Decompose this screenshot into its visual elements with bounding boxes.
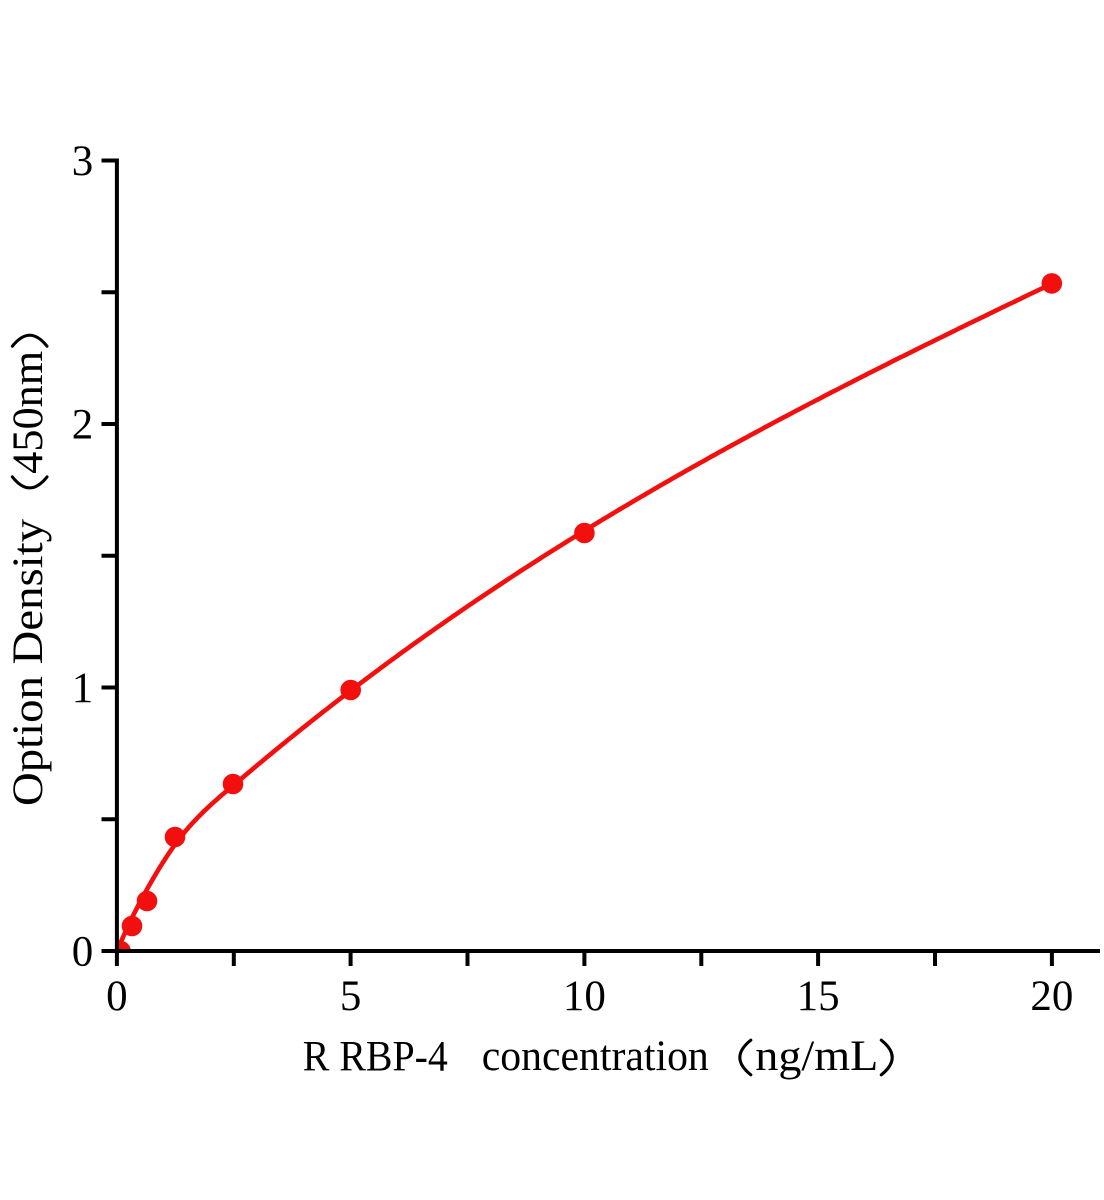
svg-text:15: 15 — [797, 973, 840, 1020]
svg-text:20: 20 — [1030, 973, 1073, 1020]
svg-text:R RBP-4: R RBP-4 — [303, 1034, 448, 1081]
svg-text:2: 2 — [72, 401, 94, 448]
svg-text:concentration: concentration — [482, 1033, 709, 1080]
svg-text:3: 3 — [72, 138, 94, 185]
svg-text:ng/mL: ng/mL — [755, 1033, 878, 1080]
svg-text:Option Density: Option Density — [5, 518, 52, 806]
svg-text:5: 5 — [340, 973, 362, 1020]
svg-text:0: 0 — [72, 928, 94, 975]
svg-text:450nm: 450nm — [5, 351, 52, 474]
svg-text:0: 0 — [106, 973, 128, 1020]
svg-text:1: 1 — [72, 665, 94, 712]
svg-text:10: 10 — [563, 973, 606, 1020]
